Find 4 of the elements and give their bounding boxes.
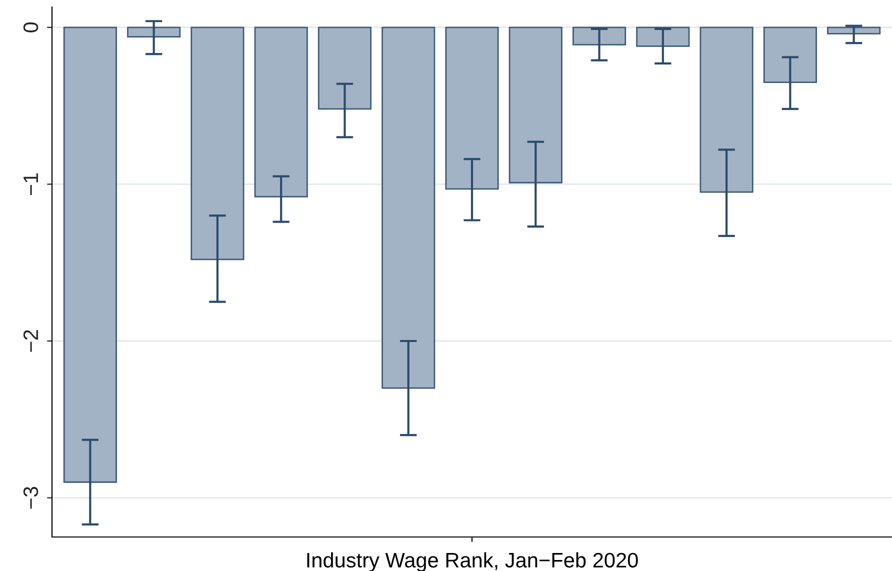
y-tick-label: −2	[23, 330, 38, 352]
y-tick-label: 0	[23, 22, 38, 32]
y-tick-label: −1	[24, 173, 38, 196]
y-tick-label: −3	[23, 486, 38, 509]
